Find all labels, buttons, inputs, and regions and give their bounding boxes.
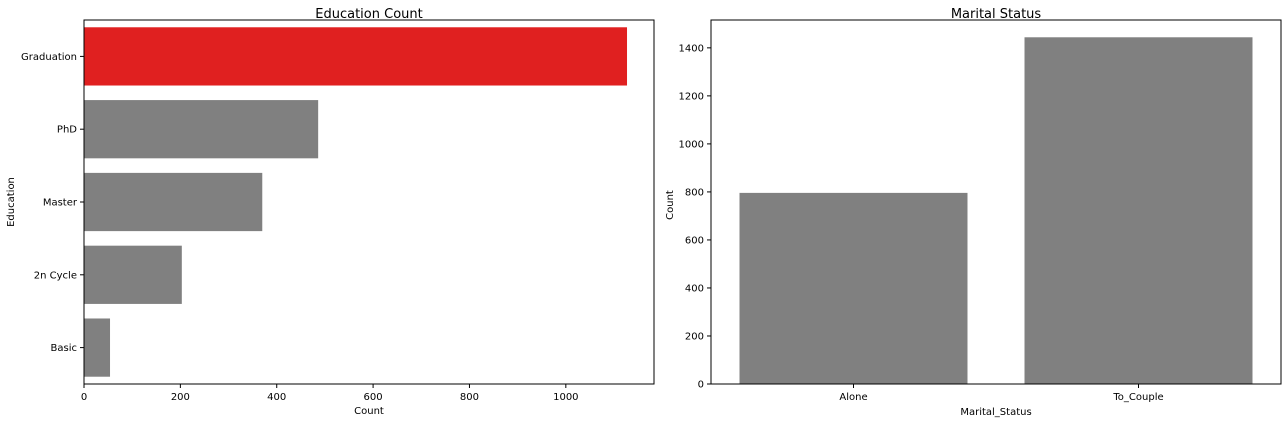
education-bar-2n-cycle bbox=[84, 245, 182, 304]
marital-ytick-label: 1400 bbox=[679, 43, 704, 54]
education-ytick-label: Graduation bbox=[21, 52, 77, 63]
education-xtick-label: 1000 bbox=[553, 392, 578, 403]
marital-xtick-label: Alone bbox=[839, 392, 867, 403]
marital-bar-to-couple bbox=[1024, 37, 1253, 384]
marital-ytick-label: 200 bbox=[685, 331, 704, 342]
education-ytick-label: Basic bbox=[51, 343, 77, 354]
education-xtick-label: 400 bbox=[267, 392, 286, 403]
education-xtick-label: 200 bbox=[171, 392, 190, 403]
marital-ytick-label: 1000 bbox=[679, 139, 704, 150]
marital-ytick-label: 600 bbox=[685, 235, 704, 246]
education-bar-master bbox=[84, 172, 263, 232]
marital-xtick-label: To_Couple bbox=[1112, 392, 1163, 403]
education-xtick-label: 0 bbox=[81, 392, 87, 403]
education-ytick-label: 2n Cycle bbox=[34, 270, 77, 281]
education-xtick-label: 600 bbox=[364, 392, 383, 403]
education-chart-title: Education Count bbox=[315, 7, 422, 22]
marital-plot-frame bbox=[710, 19, 1282, 385]
marital-x-axis-label: Marital_Status bbox=[960, 407, 1031, 418]
marital-ytick-label: 800 bbox=[685, 187, 704, 198]
marital-status-chart: Marital Status 0 200 400 600 800 1000 1200 1400… bbox=[665, 7, 1282, 418]
marital-y-axis-label: Count bbox=[665, 190, 676, 220]
education-ytick-label: Master bbox=[43, 198, 78, 209]
education-bar-graduation bbox=[84, 27, 628, 86]
marital-ytick-label: 1200 bbox=[679, 91, 704, 102]
education-ytick-label: PhD bbox=[57, 125, 77, 136]
education-bar-phd bbox=[84, 100, 319, 159]
education-y-axis-label: Education bbox=[6, 177, 17, 227]
education-x-axis-label: Count bbox=[354, 406, 384, 417]
marital-ytick-label: 0 bbox=[698, 380, 704, 391]
marital-chart-title: Marital Status bbox=[951, 7, 1042, 22]
education-plot-frame bbox=[83, 19, 655, 385]
marital-bar-alone bbox=[739, 192, 968, 384]
education-count-chart: Education Count Graduation PhD Master 2n Cy… bbox=[6, 7, 655, 417]
marital-ytick-label: 400 bbox=[685, 283, 704, 294]
education-bar-basic bbox=[84, 318, 111, 377]
education-xtick-label: 800 bbox=[460, 392, 479, 403]
